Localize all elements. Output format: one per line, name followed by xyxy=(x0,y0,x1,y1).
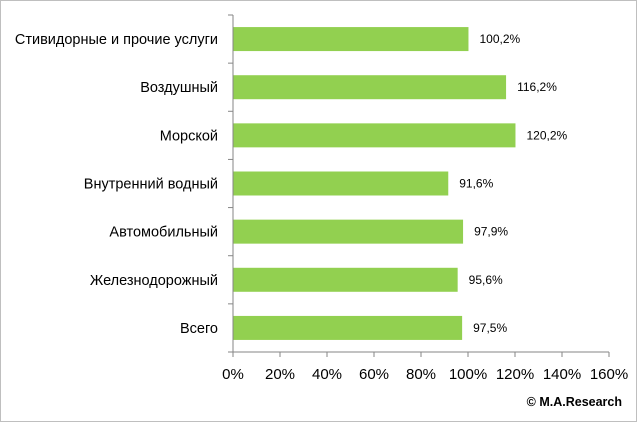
value-tick-label: 40% xyxy=(312,366,342,383)
value-tick-label: 140% xyxy=(543,366,581,383)
value-tick-label: 20% xyxy=(265,366,295,383)
value-tick-label: 80% xyxy=(406,366,436,383)
bar xyxy=(233,219,464,244)
category-label: Автомобильный xyxy=(109,225,218,241)
bar xyxy=(233,171,449,196)
data-label: 97,9% xyxy=(474,225,508,239)
data-label: 100,2% xyxy=(479,32,520,46)
data-label: 91,6% xyxy=(459,177,493,191)
category-label: Внутренний водный xyxy=(84,177,218,193)
value-tick-label: 60% xyxy=(359,366,389,383)
category-label: Воздушный xyxy=(140,80,218,96)
data-label: 97,5% xyxy=(473,321,507,335)
bar xyxy=(233,315,463,340)
bar xyxy=(233,267,458,292)
category-label: Железнодорожный xyxy=(90,273,218,289)
value-tick-label: 0% xyxy=(222,366,244,383)
copyright-note: © M.A.Research xyxy=(526,395,622,409)
data-label: 95,6% xyxy=(469,273,503,287)
bar xyxy=(233,27,469,52)
bar xyxy=(233,75,507,100)
data-label: 120,2% xyxy=(526,128,567,142)
value-tick-label: 120% xyxy=(496,366,534,383)
value-tick-label: 160% xyxy=(590,366,628,383)
data-label: 116,2% xyxy=(517,80,557,94)
category-label: Всего xyxy=(180,321,218,337)
category-label: Стивидорные и прочие услуги xyxy=(15,32,218,48)
value-tick-label: 100% xyxy=(449,366,487,383)
bar xyxy=(233,123,516,148)
category-label: Морской xyxy=(160,128,218,144)
